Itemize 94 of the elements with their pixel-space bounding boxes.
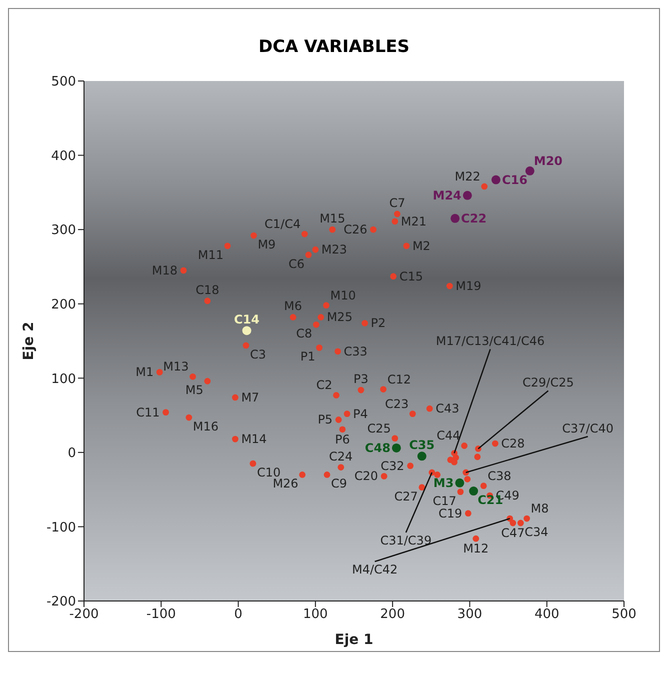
- y-tick-label: 100: [51, 372, 76, 387]
- annotation: C20: [354, 469, 378, 484]
- point: [462, 190, 472, 200]
- x-tick-label: 400: [534, 607, 560, 622]
- annotation: M16: [192, 420, 219, 434]
- x-tick-label: 100: [303, 607, 328, 622]
- x-tick-label: -200: [69, 607, 99, 622]
- annotation: M2: [412, 238, 430, 253]
- annotation: M6: [284, 299, 302, 314]
- annotation: M8: [530, 502, 549, 516]
- y-tick-label: 500: [51, 74, 76, 90]
- annotation: C44: [436, 428, 460, 443]
- annotation: C6: [288, 256, 304, 271]
- x-tick-label: -100: [146, 607, 176, 622]
- point: [450, 214, 460, 223]
- x-tick-label: 0: [234, 607, 242, 622]
- point: [242, 326, 252, 336]
- annotation: C3: [250, 347, 266, 362]
- annotation: C38: [488, 468, 512, 483]
- annotation: C29/C25: [522, 376, 574, 390]
- annotation: C27: [394, 489, 418, 504]
- annotation: P5: [318, 412, 333, 427]
- annotation: C1/C4: [264, 217, 301, 232]
- annotation: C34: [524, 525, 548, 539]
- point: [491, 175, 500, 184]
- point: [392, 443, 401, 452]
- y-tick-label: 0: [68, 446, 76, 462]
- annotation: C17: [432, 494, 456, 508]
- annotation: M11: [198, 248, 224, 262]
- annotation: C8: [296, 326, 312, 341]
- annotation: C19: [438, 506, 462, 520]
- x-axis-title: Eje 1: [334, 632, 374, 648]
- annotation: C16: [502, 172, 528, 187]
- annotation: C33: [344, 344, 368, 358]
- chart-title: DCA VARIABLES: [257, 36, 411, 59]
- annotation: M12: [463, 542, 489, 556]
- annotation: M21: [400, 214, 427, 228]
- annotation: C23: [384, 396, 409, 411]
- annotation: C26: [344, 222, 368, 237]
- annotation: C47: [501, 526, 525, 540]
- annotation: M4/C42: [352, 562, 398, 577]
- annotation: C22: [461, 211, 487, 226]
- y-tick-label: 400: [51, 148, 76, 164]
- y-tick-label: -200: [46, 594, 76, 610]
- y-tick-label: -100: [46, 520, 76, 536]
- annotation: C2: [316, 378, 332, 392]
- annotation: M14: [241, 432, 267, 446]
- annotation: C35: [409, 438, 435, 452]
- point: [525, 166, 534, 176]
- point: [417, 452, 426, 461]
- annotation: C14: [234, 312, 260, 327]
- annotation: M5: [185, 383, 204, 398]
- annotation: C15: [399, 269, 423, 284]
- annotation: M9: [258, 238, 276, 252]
- y-axis-title: Eje 2: [20, 322, 37, 360]
- point: [469, 486, 478, 496]
- annotation: M19: [456, 279, 482, 294]
- annotation: M25: [326, 310, 352, 324]
- annotation: M24: [432, 188, 462, 202]
- annotation: P4: [353, 406, 368, 421]
- annotation: C7: [389, 196, 406, 210]
- annotation: M7: [241, 390, 260, 404]
- annotation: P2: [370, 316, 386, 330]
- y-tick-label: 300: [51, 223, 76, 238]
- annotation: C11: [136, 405, 160, 420]
- point: [455, 478, 464, 488]
- annotation: C31/C39: [380, 533, 432, 548]
- annotation: C48: [364, 440, 390, 455]
- annotation: M22: [454, 169, 480, 184]
- y-tick-label: 200: [51, 297, 76, 312]
- x-tick-label: 500: [612, 607, 636, 622]
- annotation: M17/C13/C41/C46: [436, 334, 545, 348]
- annotation: M3: [433, 476, 454, 490]
- annotation: M20: [534, 154, 563, 168]
- annotation: P3: [354, 372, 368, 386]
- annotation: C18: [196, 282, 220, 297]
- annotation: M10: [330, 288, 356, 302]
- annotation: M23: [321, 242, 348, 257]
- x-tick-label: 300: [457, 607, 482, 622]
- annotation: C37/C40: [562, 421, 614, 436]
- annotation: C43: [436, 402, 460, 416]
- annotation: C24: [329, 449, 353, 464]
- annotation: M18: [152, 263, 178, 278]
- annotation: C12: [387, 372, 411, 386]
- annotation: M1: [136, 365, 154, 380]
- annotation: C32: [380, 458, 404, 473]
- annotation: P1: [300, 350, 316, 364]
- annotation: C9: [331, 476, 348, 491]
- annotation: C25: [367, 421, 391, 436]
- annotation: M13: [163, 360, 189, 374]
- annotation: P6: [334, 432, 350, 446]
- x-tick-label: 200: [380, 607, 405, 622]
- annotation: M15: [320, 212, 346, 226]
- annotation: C28: [501, 436, 525, 451]
